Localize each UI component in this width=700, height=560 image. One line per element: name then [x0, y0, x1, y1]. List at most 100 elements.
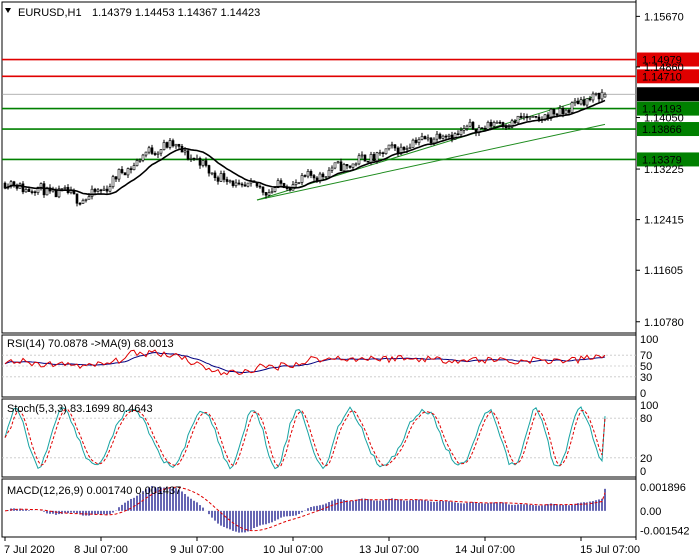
- candle-body-17: [54, 189, 58, 198]
- candle-body-61: [186, 150, 190, 160]
- trendline-1: [256, 123, 606, 201]
- time-tick-4: 13 Jul 07:00: [359, 544, 419, 556]
- candle-body-121: [366, 160, 370, 163]
- candle-body-190: [573, 100, 577, 104]
- candle-body-56: [171, 140, 175, 147]
- candle-body-25: [78, 202, 82, 205]
- candle-body-118: [357, 155, 361, 165]
- candle-body-81: [246, 182, 250, 187]
- candle-body-151: [456, 133, 460, 136]
- candle-body-193: [582, 99, 586, 106]
- level-label-bg-3: [637, 122, 699, 137]
- stoch-title: Stoch(5,3,3) 83.1699 80.4643: [7, 403, 153, 415]
- candle-body-85: [258, 185, 262, 188]
- candle-body-196: [591, 93, 595, 101]
- candle-body-2: [9, 181, 13, 187]
- candle-body-98: [297, 182, 301, 184]
- price-tick-6: 1.10780: [644, 317, 684, 329]
- candle-body-185: [558, 108, 562, 116]
- candle-body-169: [510, 120, 514, 128]
- candle-body-39: [120, 169, 124, 173]
- candle-body-35: [108, 186, 112, 192]
- candle-body-72: [219, 173, 223, 182]
- time-tick-2: 9 Jul 07:00: [170, 544, 224, 556]
- candle-body-45: [138, 159, 142, 162]
- candle-body-152: [459, 130, 463, 136]
- rsi-tick-3: 30: [640, 372, 652, 384]
- level-label-bg-4: [637, 152, 699, 167]
- candle-body-88: [267, 192, 271, 196]
- candle-body-144: [435, 133, 439, 140]
- candle-body-58: [177, 143, 181, 147]
- candle-body-24: [75, 193, 79, 204]
- candle-body-124: [375, 152, 379, 162]
- stoch-tick-1: 80: [640, 413, 652, 425]
- candle-body-43: [132, 165, 136, 171]
- level-label-3: 1.13866: [642, 124, 682, 136]
- candle-body-101: [306, 171, 310, 177]
- candle-body-42: [129, 168, 133, 171]
- candle-body-18: [57, 188, 61, 198]
- candle-body-37: [114, 176, 118, 180]
- candle-body-161: [486, 121, 490, 130]
- candle-body-32: [99, 189, 103, 192]
- candle-body-51: [156, 152, 160, 155]
- candle-body-48: [147, 147, 151, 153]
- candle-body-183: [552, 108, 556, 115]
- candle-body-188: [567, 109, 571, 113]
- candle-body-50: [153, 153, 157, 155]
- candle-body-133: [402, 146, 406, 150]
- candle-body-199: [600, 91, 604, 100]
- macd-tick-2: -0.001542: [640, 525, 690, 537]
- candle-body-92: [279, 180, 283, 184]
- candle-body-44: [135, 160, 139, 166]
- candle-body-178: [537, 116, 541, 120]
- price-tick-2: 1.14050: [644, 113, 684, 125]
- candle-body-184: [555, 113, 559, 116]
- candle-body-63: [192, 157, 196, 160]
- macd-tick-1: 0.00: [640, 506, 661, 518]
- rsi-tick-4: 0: [640, 388, 646, 400]
- candle-body-41: [126, 168, 130, 176]
- candle-body-102: [309, 171, 313, 176]
- candle-body-79: [240, 183, 244, 186]
- candle-body-36: [111, 176, 115, 188]
- rsi-title: RSI(14) 70.0878 ->MA(9) 68.0013: [7, 338, 174, 350]
- price-tick-0: 1.15670: [644, 11, 684, 23]
- candle-body-66: [201, 160, 205, 166]
- candle-body-49: [150, 147, 154, 154]
- level-label-0: 1.14979: [642, 55, 682, 67]
- candle-body-75: [228, 180, 232, 183]
- rsi-tick-2: 50: [640, 361, 652, 373]
- panel-stoch: [1, 398, 637, 478]
- candle-body-126: [381, 152, 385, 154]
- candle-body-129: [390, 144, 394, 147]
- candle-body-99: [300, 175, 304, 183]
- candle-body-9: [30, 191, 34, 193]
- time-tick-0: 7 Jul 2020: [4, 544, 55, 556]
- candle-body-8: [27, 189, 31, 192]
- candle-body-86: [261, 186, 265, 193]
- stoch-tick-0: 100: [640, 400, 658, 412]
- candle-body-91: [276, 180, 280, 189]
- candle-body-135: [408, 147, 412, 149]
- candle-body-40: [123, 172, 127, 176]
- candle-body-145: [438, 133, 442, 139]
- candle-body-187: [564, 109, 568, 115]
- candle-body-111: [336, 161, 340, 164]
- candle-body-116: [351, 163, 355, 168]
- candle-body-171: [516, 115, 520, 124]
- candle-body-138: [417, 139, 421, 143]
- candle-body-3: [12, 181, 16, 186]
- candle-body-30: [93, 188, 97, 192]
- macd-signal-line: [4, 486, 606, 532]
- macd-title: MACD(12,26,9) 0.001740 0.001437: [7, 485, 181, 497]
- candle-body-19: [60, 188, 64, 190]
- candle-body-65: [198, 158, 202, 166]
- rsi-tick-0: 100: [640, 334, 658, 346]
- candle-body-195: [588, 98, 592, 101]
- candle-body-6: [21, 183, 25, 193]
- candle-body-168: [507, 126, 511, 129]
- candle-body-33: [102, 188, 106, 191]
